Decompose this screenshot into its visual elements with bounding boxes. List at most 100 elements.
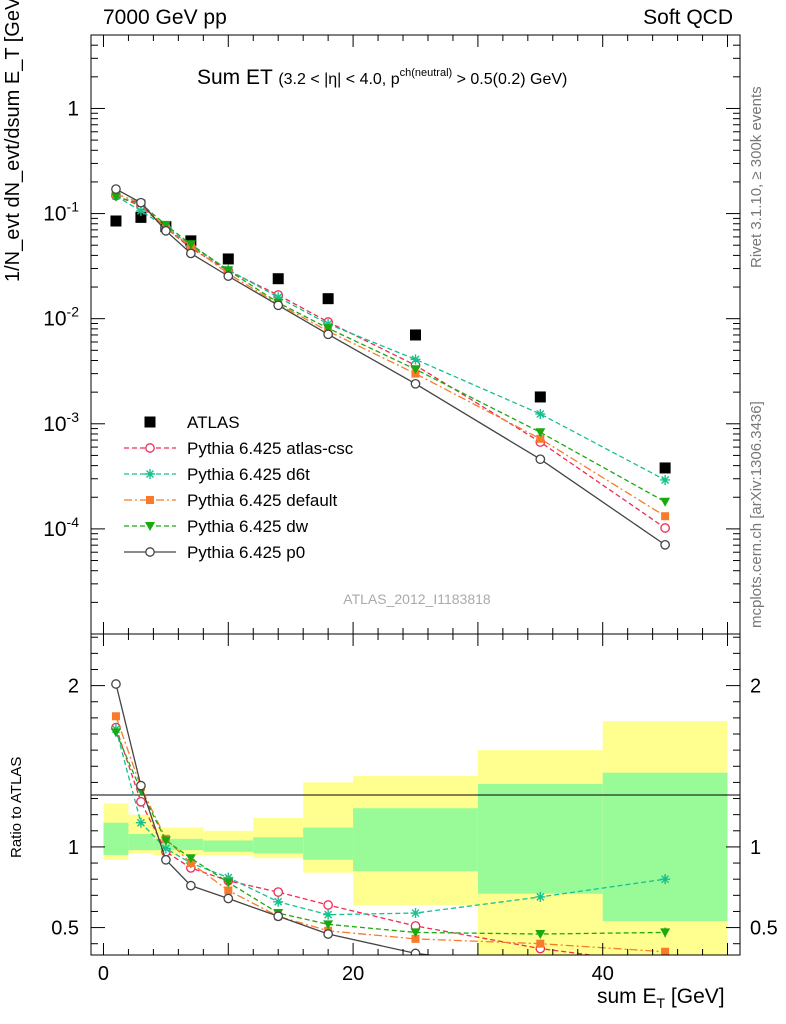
ratio-point bbox=[223, 893, 234, 904]
data-point bbox=[110, 192, 121, 202]
title-cut-b: > 0.5(0.2) GeV) bbox=[452, 71, 568, 88]
ratio-y-tick-label: 0.5 bbox=[51, 918, 79, 940]
data-point bbox=[110, 215, 122, 227]
rivet-version-label: Rivet 3.1.10, ≥ 300k events bbox=[748, 86, 765, 268]
main-series-group bbox=[110, 184, 671, 550]
data-point bbox=[323, 329, 333, 340]
data-point bbox=[659, 462, 671, 474]
main-plot-title: Sum ET (3.2 < |η| < 4.0, pch(neutral) > … bbox=[197, 66, 567, 90]
main-axis-ticks bbox=[91, 34, 740, 635]
ratio-line bbox=[115, 729, 666, 916]
green-band-bin bbox=[477, 784, 603, 894]
ratio-point bbox=[136, 796, 146, 807]
ratio-point bbox=[661, 947, 670, 955]
green-band-bin bbox=[602, 772, 728, 922]
ratio-point bbox=[223, 872, 234, 883]
ratio-point bbox=[224, 886, 233, 895]
analysis-watermark: ATLAS_2012_I1183818 bbox=[343, 591, 491, 607]
data-point bbox=[323, 324, 334, 334]
data-point bbox=[135, 205, 146, 216]
main-y-tick-label: 10-2 bbox=[43, 304, 79, 331]
ratio-point bbox=[185, 880, 196, 891]
ratio-point bbox=[111, 679, 121, 689]
data-point bbox=[136, 197, 146, 208]
data-point bbox=[185, 240, 196, 250]
data-point bbox=[273, 292, 284, 303]
ratio-point bbox=[661, 960, 669, 968]
ratio-point bbox=[273, 896, 284, 907]
legend-label: Pythia 6.425 d6t bbox=[187, 465, 310, 484]
ratio-uncertainty-bands bbox=[103, 721, 728, 955]
title-main: Sum ET bbox=[197, 66, 273, 89]
ratio-point bbox=[111, 712, 120, 721]
legend-item-pythia-6-425-d6t: Pythia 6.425 d6t bbox=[124, 465, 310, 484]
legend-item-atlas: ATLAS bbox=[144, 413, 240, 432]
x-tick-label: 0 bbox=[98, 963, 109, 985]
main-y-tick-label: 1 bbox=[67, 97, 79, 120]
green-band-bin bbox=[128, 834, 154, 851]
legend-marker bbox=[145, 547, 155, 557]
green-band-bin bbox=[353, 808, 478, 872]
ratio-point bbox=[160, 843, 171, 854]
header-left-label: 7000 GeV pp bbox=[103, 6, 227, 29]
data-point bbox=[273, 300, 284, 311]
ratio-point bbox=[323, 929, 333, 939]
legend-label: Pythia 6.425 atlas-csc bbox=[187, 439, 354, 458]
legend-label: Pythia 6.425 p0 bbox=[187, 543, 305, 562]
mcplots-credit-label: mcplots.cern.ch [arXiv:1306.3436] bbox=[748, 401, 765, 628]
ratio-line bbox=[115, 683, 435, 955]
ratio-point bbox=[323, 900, 333, 910]
ratio-y-tick-labels: 0.5 0.5 1 1 2 2 bbox=[51, 676, 778, 940]
x-axis-label-main: sum E bbox=[597, 985, 657, 1008]
green-band-bin bbox=[203, 840, 254, 852]
series-pythia-6-425-dw bbox=[110, 192, 671, 507]
data-point bbox=[660, 474, 671, 485]
data-point bbox=[111, 184, 121, 194]
green-band-bin bbox=[153, 838, 204, 851]
ratio-point bbox=[323, 909, 334, 920]
ratio-point bbox=[536, 964, 544, 972]
ratio-y-tick-label-right: 2 bbox=[750, 676, 761, 698]
legend-label: ATLAS bbox=[187, 413, 240, 432]
legend-item-pythia-6-425-p0: Pythia 6.425 p0 bbox=[124, 543, 305, 562]
legend-marker bbox=[145, 469, 155, 479]
data-point bbox=[222, 253, 234, 265]
data-point bbox=[535, 428, 546, 438]
data-point bbox=[185, 248, 196, 259]
main-y-tick-label: 10-4 bbox=[43, 514, 79, 541]
header-right-label: Soft QCD bbox=[643, 6, 733, 29]
main-y-tick-label: 10-1 bbox=[43, 199, 79, 226]
ratio-y-tick-label: 1 bbox=[68, 837, 79, 859]
green-band-bin bbox=[303, 827, 354, 860]
data-point bbox=[410, 378, 421, 389]
main-y-tick-labels: 1 10-1 10-2 10-3 10-4 bbox=[43, 97, 79, 540]
ratio-point bbox=[185, 854, 196, 864]
series-line bbox=[115, 195, 666, 481]
green-band-bin bbox=[253, 837, 304, 854]
data-point bbox=[323, 318, 334, 329]
x-tick-labels: 0 20 40 bbox=[98, 963, 614, 985]
ratio-plot-frame bbox=[90, 633, 741, 956]
data-point bbox=[536, 434, 545, 443]
data-point bbox=[535, 408, 546, 419]
ratio-line bbox=[115, 732, 666, 935]
legend-item-pythia-6-425-default: Pythia 6.425 default bbox=[124, 491, 338, 510]
y-axis-label-text: 1/N_evt dN_evt/dsum E_T [GeV^-1] bbox=[2, 0, 24, 282]
ratio-point bbox=[410, 928, 421, 938]
y-axis-label: 1/N_evt dN_evt/dsum E_T [GeV^-1] bbox=[0, 0, 50, 290]
ratio-point bbox=[411, 934, 420, 943]
ratio-point bbox=[535, 891, 546, 902]
ratio-point bbox=[223, 878, 234, 888]
data-point bbox=[534, 391, 546, 403]
ratio-series-pythia-6-425-p0 bbox=[111, 679, 544, 972]
x-tick-label: 40 bbox=[592, 963, 614, 985]
ratio-y-tick-label: 2 bbox=[68, 676, 79, 698]
data-point bbox=[135, 211, 147, 223]
ratio-point bbox=[410, 948, 421, 955]
ratio-point bbox=[660, 874, 671, 885]
x-axis-label: sum ET [GeV] bbox=[597, 985, 725, 1011]
series-line bbox=[115, 188, 666, 546]
data-point bbox=[160, 220, 171, 230]
ratio-point bbox=[273, 887, 284, 897]
green-band-bin bbox=[103, 822, 129, 855]
